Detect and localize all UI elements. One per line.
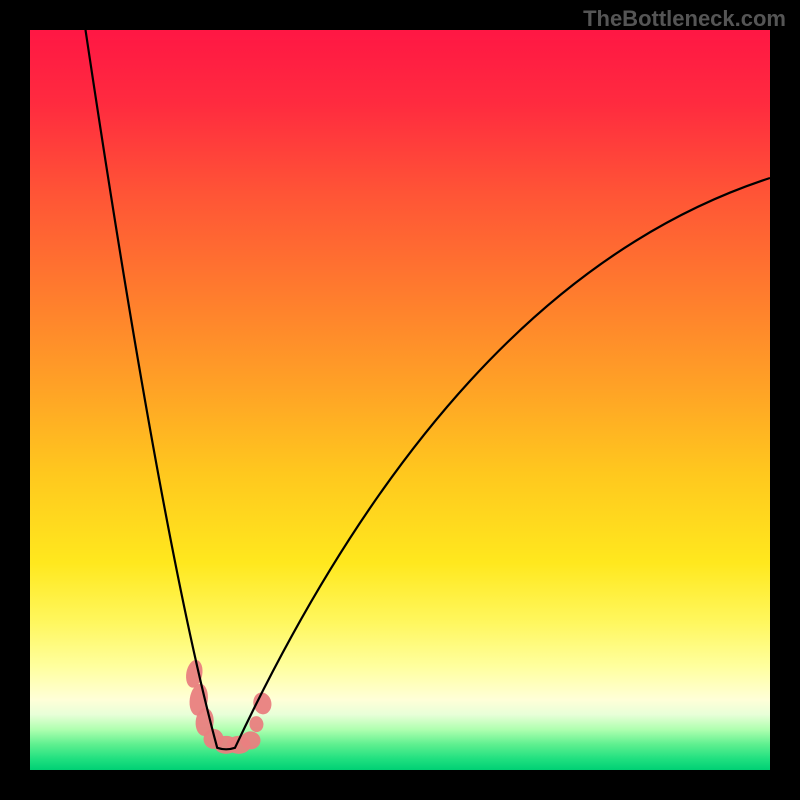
data-blob [241,731,261,749]
gradient-background [30,30,770,770]
watermark-text: TheBottleneck.com [583,6,786,32]
bottleneck-chart [0,0,800,800]
